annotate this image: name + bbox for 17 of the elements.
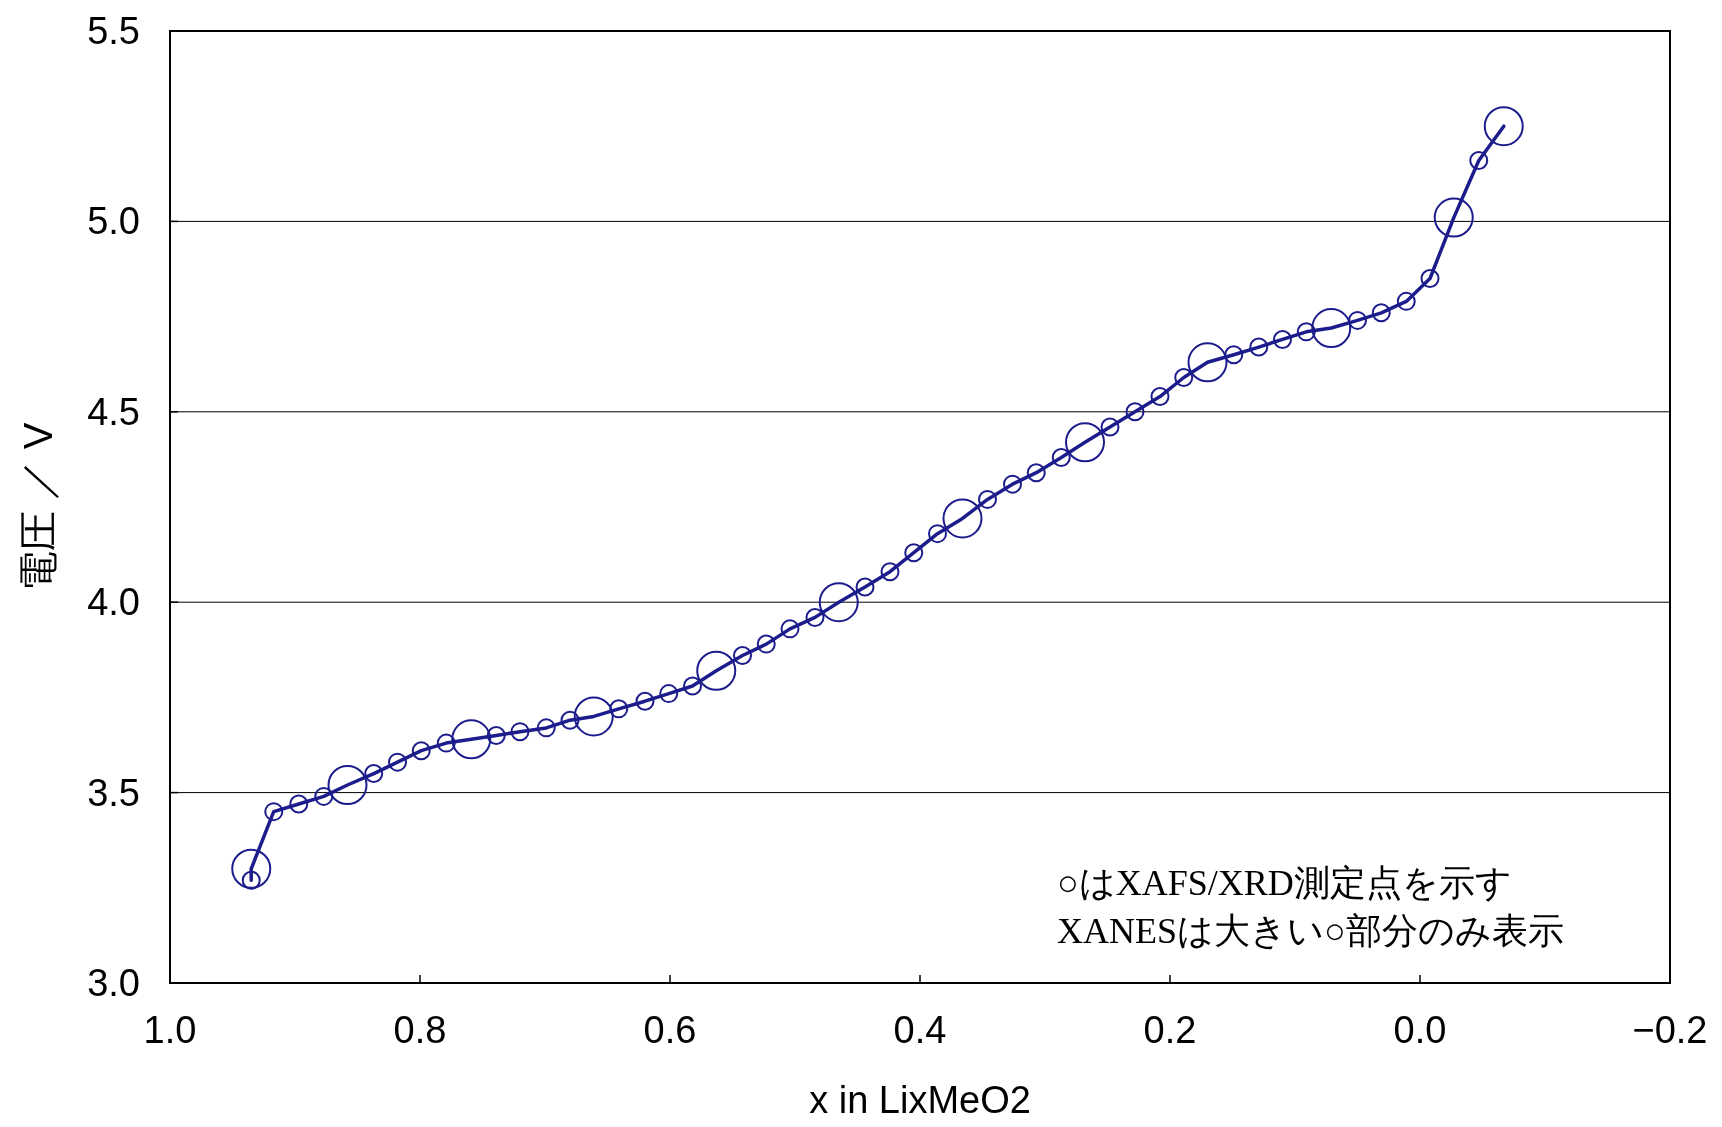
y-tick-label: 5.5	[87, 10, 140, 52]
x-tick-label: 0.2	[1143, 1009, 1197, 1051]
x-tick-label: 0.6	[643, 1009, 697, 1051]
x-tick-label: −0.2	[1632, 1009, 1708, 1051]
x-tick-label: 0.4	[893, 1009, 947, 1051]
y-tick-label: 3.0	[87, 962, 140, 1004]
annotation: XANESは大きい○部分のみ表示	[1057, 911, 1564, 951]
x-axis-title: x in LixMeO2	[809, 1079, 1031, 1121]
y-tick-label: 3.5	[87, 771, 140, 814]
y-axis-title: 電圧 ／ V	[16, 422, 60, 592]
x-tick-label: 0.0	[1393, 1009, 1447, 1051]
x-tick-label: 1.0	[143, 1009, 197, 1051]
annotation: ○はXAFS/XRD測定点を示す	[1057, 863, 1512, 903]
y-tick-label: 4.5	[87, 390, 140, 433]
y-tick-label: 5.0	[87, 200, 140, 243]
y-tick-label: 4.0	[87, 581, 140, 624]
x-tick-label: 0.8	[393, 1009, 447, 1051]
